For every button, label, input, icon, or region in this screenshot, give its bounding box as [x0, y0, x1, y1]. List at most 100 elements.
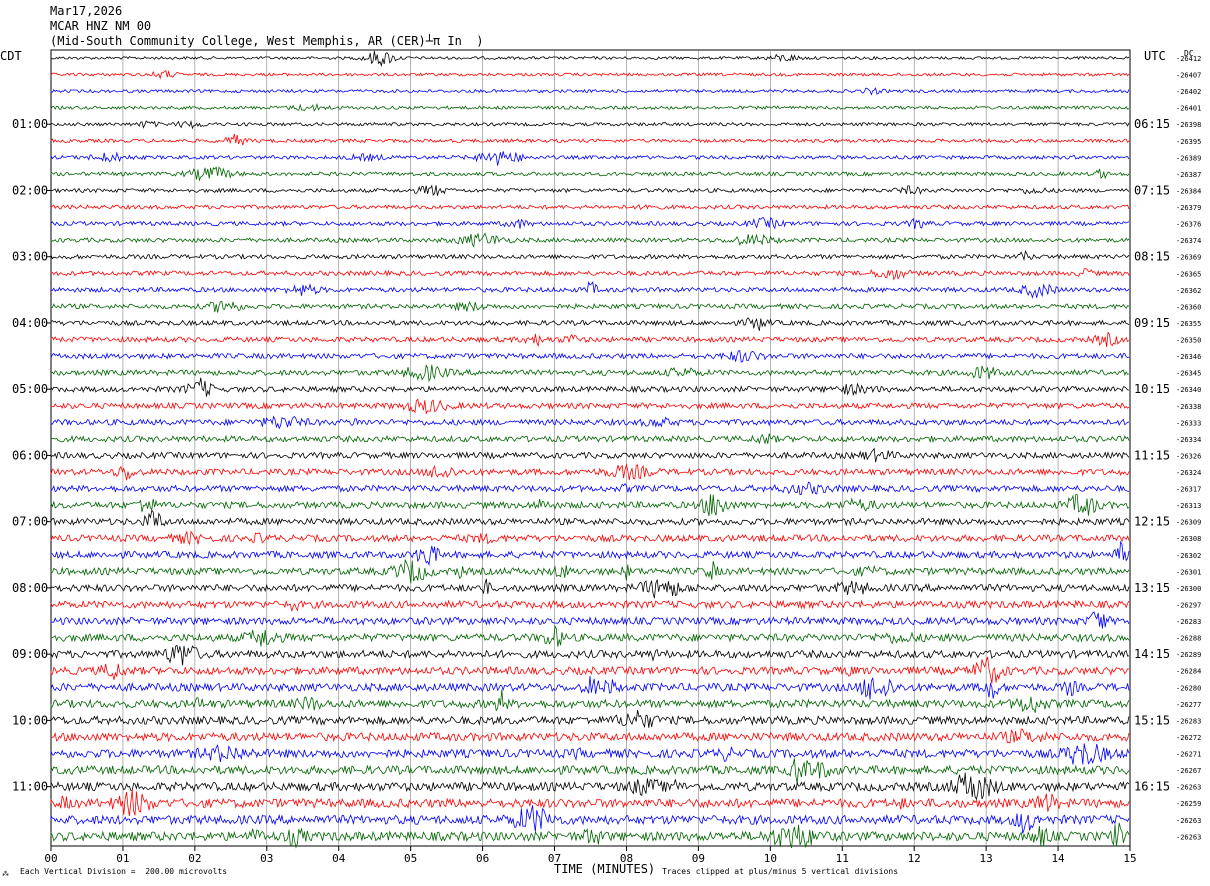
trace-line: [50, 268, 1130, 281]
trace-dc-label: -26384: [1176, 187, 1201, 195]
hour-label-left: 01:00: [12, 117, 48, 131]
trace-line: [50, 624, 1130, 647]
trace-line: [50, 540, 1130, 567]
trace-line: [50, 676, 1130, 700]
trace-line: [50, 280, 1130, 299]
trace-dc-label: -26289: [1176, 651, 1201, 659]
hour-label-left: 07:00: [12, 515, 48, 529]
trace-line: [50, 463, 1130, 481]
trace-dc-label: -26308: [1176, 535, 1201, 543]
hour-label-right: 08:15: [1134, 250, 1170, 264]
hour-label-left: 10:00: [12, 713, 48, 727]
trace-line: [50, 481, 1130, 496]
trace-line: [50, 87, 1130, 96]
x-tick-label: 08: [620, 852, 633, 865]
hour-label-right: 07:15: [1134, 183, 1170, 197]
trace-dc-label: -26340: [1176, 386, 1201, 394]
trace-dc-label: -26283: [1176, 618, 1201, 626]
trace-line: [50, 530, 1130, 546]
trace-line: [50, 656, 1130, 684]
trace-dc-label: -26272: [1176, 734, 1201, 742]
x-tick-label: 11: [836, 852, 849, 865]
trace-line: [50, 204, 1130, 211]
trace-dc-label: -26345: [1176, 370, 1201, 378]
trace-dc-label: -26407: [1176, 72, 1201, 80]
trace-dc-label: -26401: [1176, 105, 1201, 113]
x-tick-label: 07: [548, 852, 561, 865]
trace-dc-label: -26288: [1176, 635, 1201, 643]
trace-line: [50, 772, 1130, 801]
trace-dc-label: -26412: [1176, 55, 1201, 63]
trace-dc-label: -26280: [1176, 684, 1201, 692]
trace-line: [50, 689, 1130, 713]
trace-dc-label: -26271: [1176, 751, 1201, 759]
hour-label-right: 09:15: [1134, 316, 1170, 330]
trace-dc-label: -26379: [1176, 204, 1201, 212]
hour-label-left: 03:00: [12, 250, 48, 264]
trace-dc-label: -26317: [1176, 486, 1201, 494]
hour-label-left: 11:00: [12, 780, 48, 794]
hour-label-right: 16:15: [1134, 780, 1170, 794]
trace-dc-label: -26365: [1176, 270, 1201, 278]
x-tick-label: 06: [476, 852, 489, 865]
corner-mark: ⁂: [2, 870, 9, 878]
trace-line: [50, 758, 1130, 784]
trace-line: [50, 415, 1130, 430]
trace-dc-label: -26389: [1176, 154, 1201, 162]
header-station: MCAR HNZ NM 00: [50, 19, 152, 33]
trace-line: [50, 217, 1130, 230]
trace-line: [50, 710, 1130, 729]
trace-dc-label: -26355: [1176, 320, 1201, 328]
trace-line: [50, 331, 1130, 348]
trace-line: [50, 184, 1130, 197]
trace-dc-label: -26395: [1176, 138, 1201, 146]
trace-line: [50, 728, 1130, 744]
trace-dc-label: -26374: [1176, 237, 1201, 245]
trace-dc-label: -26333: [1176, 419, 1201, 427]
hour-label-right: 11:15: [1134, 448, 1170, 462]
x-tick-label: 05: [404, 852, 417, 865]
x-tick-label: 09: [692, 852, 705, 865]
trace-dc-label: -26309: [1176, 519, 1201, 527]
trace-dc-label: -26326: [1176, 452, 1201, 460]
trace-dc-label: -26360: [1176, 303, 1201, 311]
trace-line: [50, 578, 1130, 599]
hour-label-right: 06:15: [1134, 117, 1170, 131]
trace-dc-label: -26301: [1176, 568, 1201, 576]
trace-dc-label: -26284: [1176, 668, 1201, 676]
trace-dc-label: -26263: [1176, 784, 1201, 792]
trace-dc-label: -26283: [1176, 717, 1201, 725]
trace-line: [50, 377, 1130, 397]
trace-dc-label: -26369: [1176, 254, 1201, 262]
hour-label-left: 08:00: [12, 581, 48, 595]
x-axis-title: TIME (MINUTES): [554, 862, 656, 876]
trace-line: [50, 301, 1130, 313]
trace-line: [50, 644, 1130, 666]
trace-line: [50, 232, 1130, 248]
trace-line: [50, 822, 1130, 849]
trace-dc-label: -26346: [1176, 353, 1201, 361]
footer-scale-note: Each Vertical Division = 200.00 microvol…: [20, 867, 228, 876]
hour-label-left: 05:00: [12, 382, 48, 396]
timezone-right-label: UTC: [1144, 49, 1166, 63]
trace-labels: -26412 -26407 -26402 -26401 -26398 -26395 -263…: [12, 55, 1201, 841]
dc-label: DC: [1184, 49, 1194, 58]
trace-dc-label: -26362: [1176, 287, 1201, 295]
trace-line: [50, 599, 1130, 612]
trace-dc-label: -26376: [1176, 221, 1201, 229]
trace-dc-label: -26263: [1176, 817, 1201, 825]
hour-label-left: 02:00: [12, 183, 48, 197]
trace-dc-label: -26267: [1176, 767, 1201, 775]
trace-line: [50, 317, 1130, 331]
hour-label-right: 15:15: [1134, 713, 1170, 727]
trace-line: [50, 350, 1130, 363]
trace-dc-label: -26300: [1176, 585, 1201, 593]
trace-line: [50, 494, 1130, 517]
trace-dc-label: -26313: [1176, 502, 1201, 510]
trace-line: [50, 611, 1130, 629]
trace-line: [50, 133, 1130, 146]
footer-clip-note: Traces clipped at plus/minus 5 vertical …: [662, 867, 899, 876]
plot-frame: [50, 49, 1131, 847]
x-tick-label: 12: [908, 852, 921, 865]
x-tick-label: 00: [44, 852, 57, 865]
